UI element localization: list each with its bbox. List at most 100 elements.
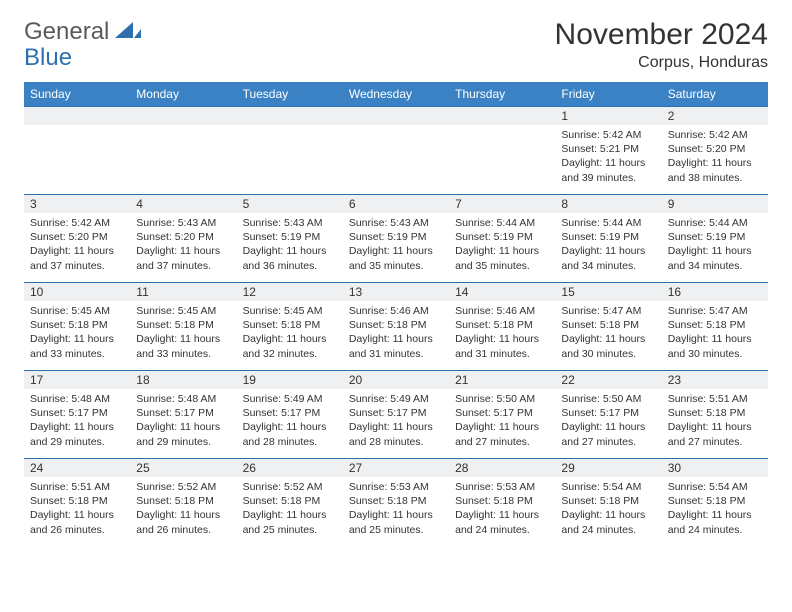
- calendar-cell: 17Sunrise: 5:48 AMSunset: 5:17 PMDayligh…: [24, 371, 130, 459]
- day-line-d2: and 33 minutes.: [136, 347, 230, 361]
- calendar-cell: [237, 107, 343, 195]
- day-number: 22: [555, 371, 661, 389]
- day-line-sr: Sunrise: 5:53 AM: [349, 480, 443, 494]
- day-line-ss: Sunset: 5:18 PM: [668, 318, 762, 332]
- day-content: Sunrise: 5:49 AMSunset: 5:17 PMDaylight:…: [343, 389, 449, 454]
- day-line-sr: Sunrise: 5:45 AM: [243, 304, 337, 318]
- weekday-header: Thursday: [449, 82, 555, 107]
- day-content: Sunrise: 5:42 AMSunset: 5:20 PMDaylight:…: [24, 213, 130, 278]
- day-line-ss: Sunset: 5:19 PM: [349, 230, 443, 244]
- day-line-d1: Daylight: 11 hours: [30, 420, 124, 434]
- day-line-d2: and 28 minutes.: [243, 435, 337, 449]
- day-line-ss: Sunset: 5:17 PM: [455, 406, 549, 420]
- day-content: Sunrise: 5:42 AMSunset: 5:21 PMDaylight:…: [555, 125, 661, 190]
- day-line-d1: Daylight: 11 hours: [561, 332, 655, 346]
- calendar-cell: 18Sunrise: 5:48 AMSunset: 5:17 PMDayligh…: [130, 371, 236, 459]
- day-number: 26: [237, 459, 343, 477]
- day-line-d2: and 30 minutes.: [561, 347, 655, 361]
- day-line-ss: Sunset: 5:18 PM: [243, 318, 337, 332]
- calendar-cell: 24Sunrise: 5:51 AMSunset: 5:18 PMDayligh…: [24, 459, 130, 547]
- weekday-header: Monday: [130, 82, 236, 107]
- day-line-d2: and 32 minutes.: [243, 347, 337, 361]
- day-number: 9: [662, 195, 768, 213]
- logo-text-blue: Blue: [24, 44, 72, 71]
- day-line-d1: Daylight: 11 hours: [455, 244, 549, 258]
- day-number: 23: [662, 371, 768, 389]
- empty-day-bar: [237, 107, 343, 125]
- day-line-ss: Sunset: 5:20 PM: [136, 230, 230, 244]
- day-content: Sunrise: 5:43 AMSunset: 5:19 PMDaylight:…: [343, 213, 449, 278]
- day-line-sr: Sunrise: 5:47 AM: [561, 304, 655, 318]
- day-line-sr: Sunrise: 5:49 AM: [243, 392, 337, 406]
- calendar-cell: [24, 107, 130, 195]
- calendar-cell: 5Sunrise: 5:43 AMSunset: 5:19 PMDaylight…: [237, 195, 343, 283]
- day-line-ss: Sunset: 5:19 PM: [561, 230, 655, 244]
- day-line-d2: and 24 minutes.: [668, 523, 762, 537]
- day-line-d2: and 37 minutes.: [136, 259, 230, 273]
- day-content: Sunrise: 5:47 AMSunset: 5:18 PMDaylight:…: [555, 301, 661, 366]
- day-line-d2: and 31 minutes.: [455, 347, 549, 361]
- day-line-d2: and 25 minutes.: [243, 523, 337, 537]
- day-line-ss: Sunset: 5:20 PM: [30, 230, 124, 244]
- day-line-d1: Daylight: 11 hours: [668, 332, 762, 346]
- calendar-cell: 29Sunrise: 5:54 AMSunset: 5:18 PMDayligh…: [555, 459, 661, 547]
- day-line-d1: Daylight: 11 hours: [349, 244, 443, 258]
- empty-day-bar: [343, 107, 449, 125]
- day-line-sr: Sunrise: 5:54 AM: [668, 480, 762, 494]
- calendar-cell: 25Sunrise: 5:52 AMSunset: 5:18 PMDayligh…: [130, 459, 236, 547]
- day-line-d2: and 33 minutes.: [30, 347, 124, 361]
- day-content: Sunrise: 5:48 AMSunset: 5:17 PMDaylight:…: [24, 389, 130, 454]
- day-number: 1: [555, 107, 661, 125]
- day-line-d2: and 27 minutes.: [561, 435, 655, 449]
- day-content: Sunrise: 5:43 AMSunset: 5:20 PMDaylight:…: [130, 213, 236, 278]
- day-line-d1: Daylight: 11 hours: [349, 332, 443, 346]
- day-line-ss: Sunset: 5:18 PM: [561, 318, 655, 332]
- calendar-cell: 30Sunrise: 5:54 AMSunset: 5:18 PMDayligh…: [662, 459, 768, 547]
- page-subtitle: Corpus, Honduras: [555, 54, 768, 72]
- day-line-d1: Daylight: 11 hours: [243, 508, 337, 522]
- calendar-cell: 19Sunrise: 5:49 AMSunset: 5:17 PMDayligh…: [237, 371, 343, 459]
- day-line-d1: Daylight: 11 hours: [136, 244, 230, 258]
- day-line-sr: Sunrise: 5:46 AM: [349, 304, 443, 318]
- day-number: 19: [237, 371, 343, 389]
- day-line-d1: Daylight: 11 hours: [136, 420, 230, 434]
- day-content: Sunrise: 5:53 AMSunset: 5:18 PMDaylight:…: [343, 477, 449, 542]
- logo-line2: Blue: [24, 44, 72, 72]
- day-line-ss: Sunset: 5:17 PM: [561, 406, 655, 420]
- day-content: Sunrise: 5:53 AMSunset: 5:18 PMDaylight:…: [449, 477, 555, 542]
- calendar-cell: 7Sunrise: 5:44 AMSunset: 5:19 PMDaylight…: [449, 195, 555, 283]
- day-content: Sunrise: 5:51 AMSunset: 5:18 PMDaylight:…: [662, 389, 768, 454]
- day-number: 20: [343, 371, 449, 389]
- day-line-ss: Sunset: 5:18 PM: [455, 494, 549, 508]
- day-line-sr: Sunrise: 5:44 AM: [455, 216, 549, 230]
- calendar-cell: 22Sunrise: 5:50 AMSunset: 5:17 PMDayligh…: [555, 371, 661, 459]
- day-line-d2: and 27 minutes.: [668, 435, 762, 449]
- day-line-d1: Daylight: 11 hours: [561, 420, 655, 434]
- day-content: Sunrise: 5:45 AMSunset: 5:18 PMDaylight:…: [130, 301, 236, 366]
- day-line-ss: Sunset: 5:19 PM: [243, 230, 337, 244]
- day-line-sr: Sunrise: 5:48 AM: [30, 392, 124, 406]
- weekday-header: Saturday: [662, 82, 768, 107]
- day-number: 13: [343, 283, 449, 301]
- day-line-d1: Daylight: 11 hours: [136, 332, 230, 346]
- header: General November 2024 Corpus, Honduras: [24, 18, 768, 72]
- calendar-table: Sunday Monday Tuesday Wednesday Thursday…: [24, 82, 768, 547]
- day-line-ss: Sunset: 5:17 PM: [349, 406, 443, 420]
- day-content: Sunrise: 5:46 AMSunset: 5:18 PMDaylight:…: [343, 301, 449, 366]
- day-number: 10: [24, 283, 130, 301]
- day-content: Sunrise: 5:45 AMSunset: 5:18 PMDaylight:…: [24, 301, 130, 366]
- day-line-d1: Daylight: 11 hours: [455, 508, 549, 522]
- day-content: Sunrise: 5:50 AMSunset: 5:17 PMDaylight:…: [555, 389, 661, 454]
- weekday-header: Sunday: [24, 82, 130, 107]
- day-line-sr: Sunrise: 5:43 AM: [243, 216, 337, 230]
- day-line-d2: and 25 minutes.: [349, 523, 443, 537]
- calendar-cell: [343, 107, 449, 195]
- day-number: 16: [662, 283, 768, 301]
- day-line-ss: Sunset: 5:19 PM: [455, 230, 549, 244]
- day-line-sr: Sunrise: 5:52 AM: [136, 480, 230, 494]
- day-number: 6: [343, 195, 449, 213]
- calendar-cell: 14Sunrise: 5:46 AMSunset: 5:18 PMDayligh…: [449, 283, 555, 371]
- weekday-header-row: Sunday Monday Tuesday Wednesday Thursday…: [24, 82, 768, 107]
- day-line-sr: Sunrise: 5:51 AM: [30, 480, 124, 494]
- calendar-cell: 28Sunrise: 5:53 AMSunset: 5:18 PMDayligh…: [449, 459, 555, 547]
